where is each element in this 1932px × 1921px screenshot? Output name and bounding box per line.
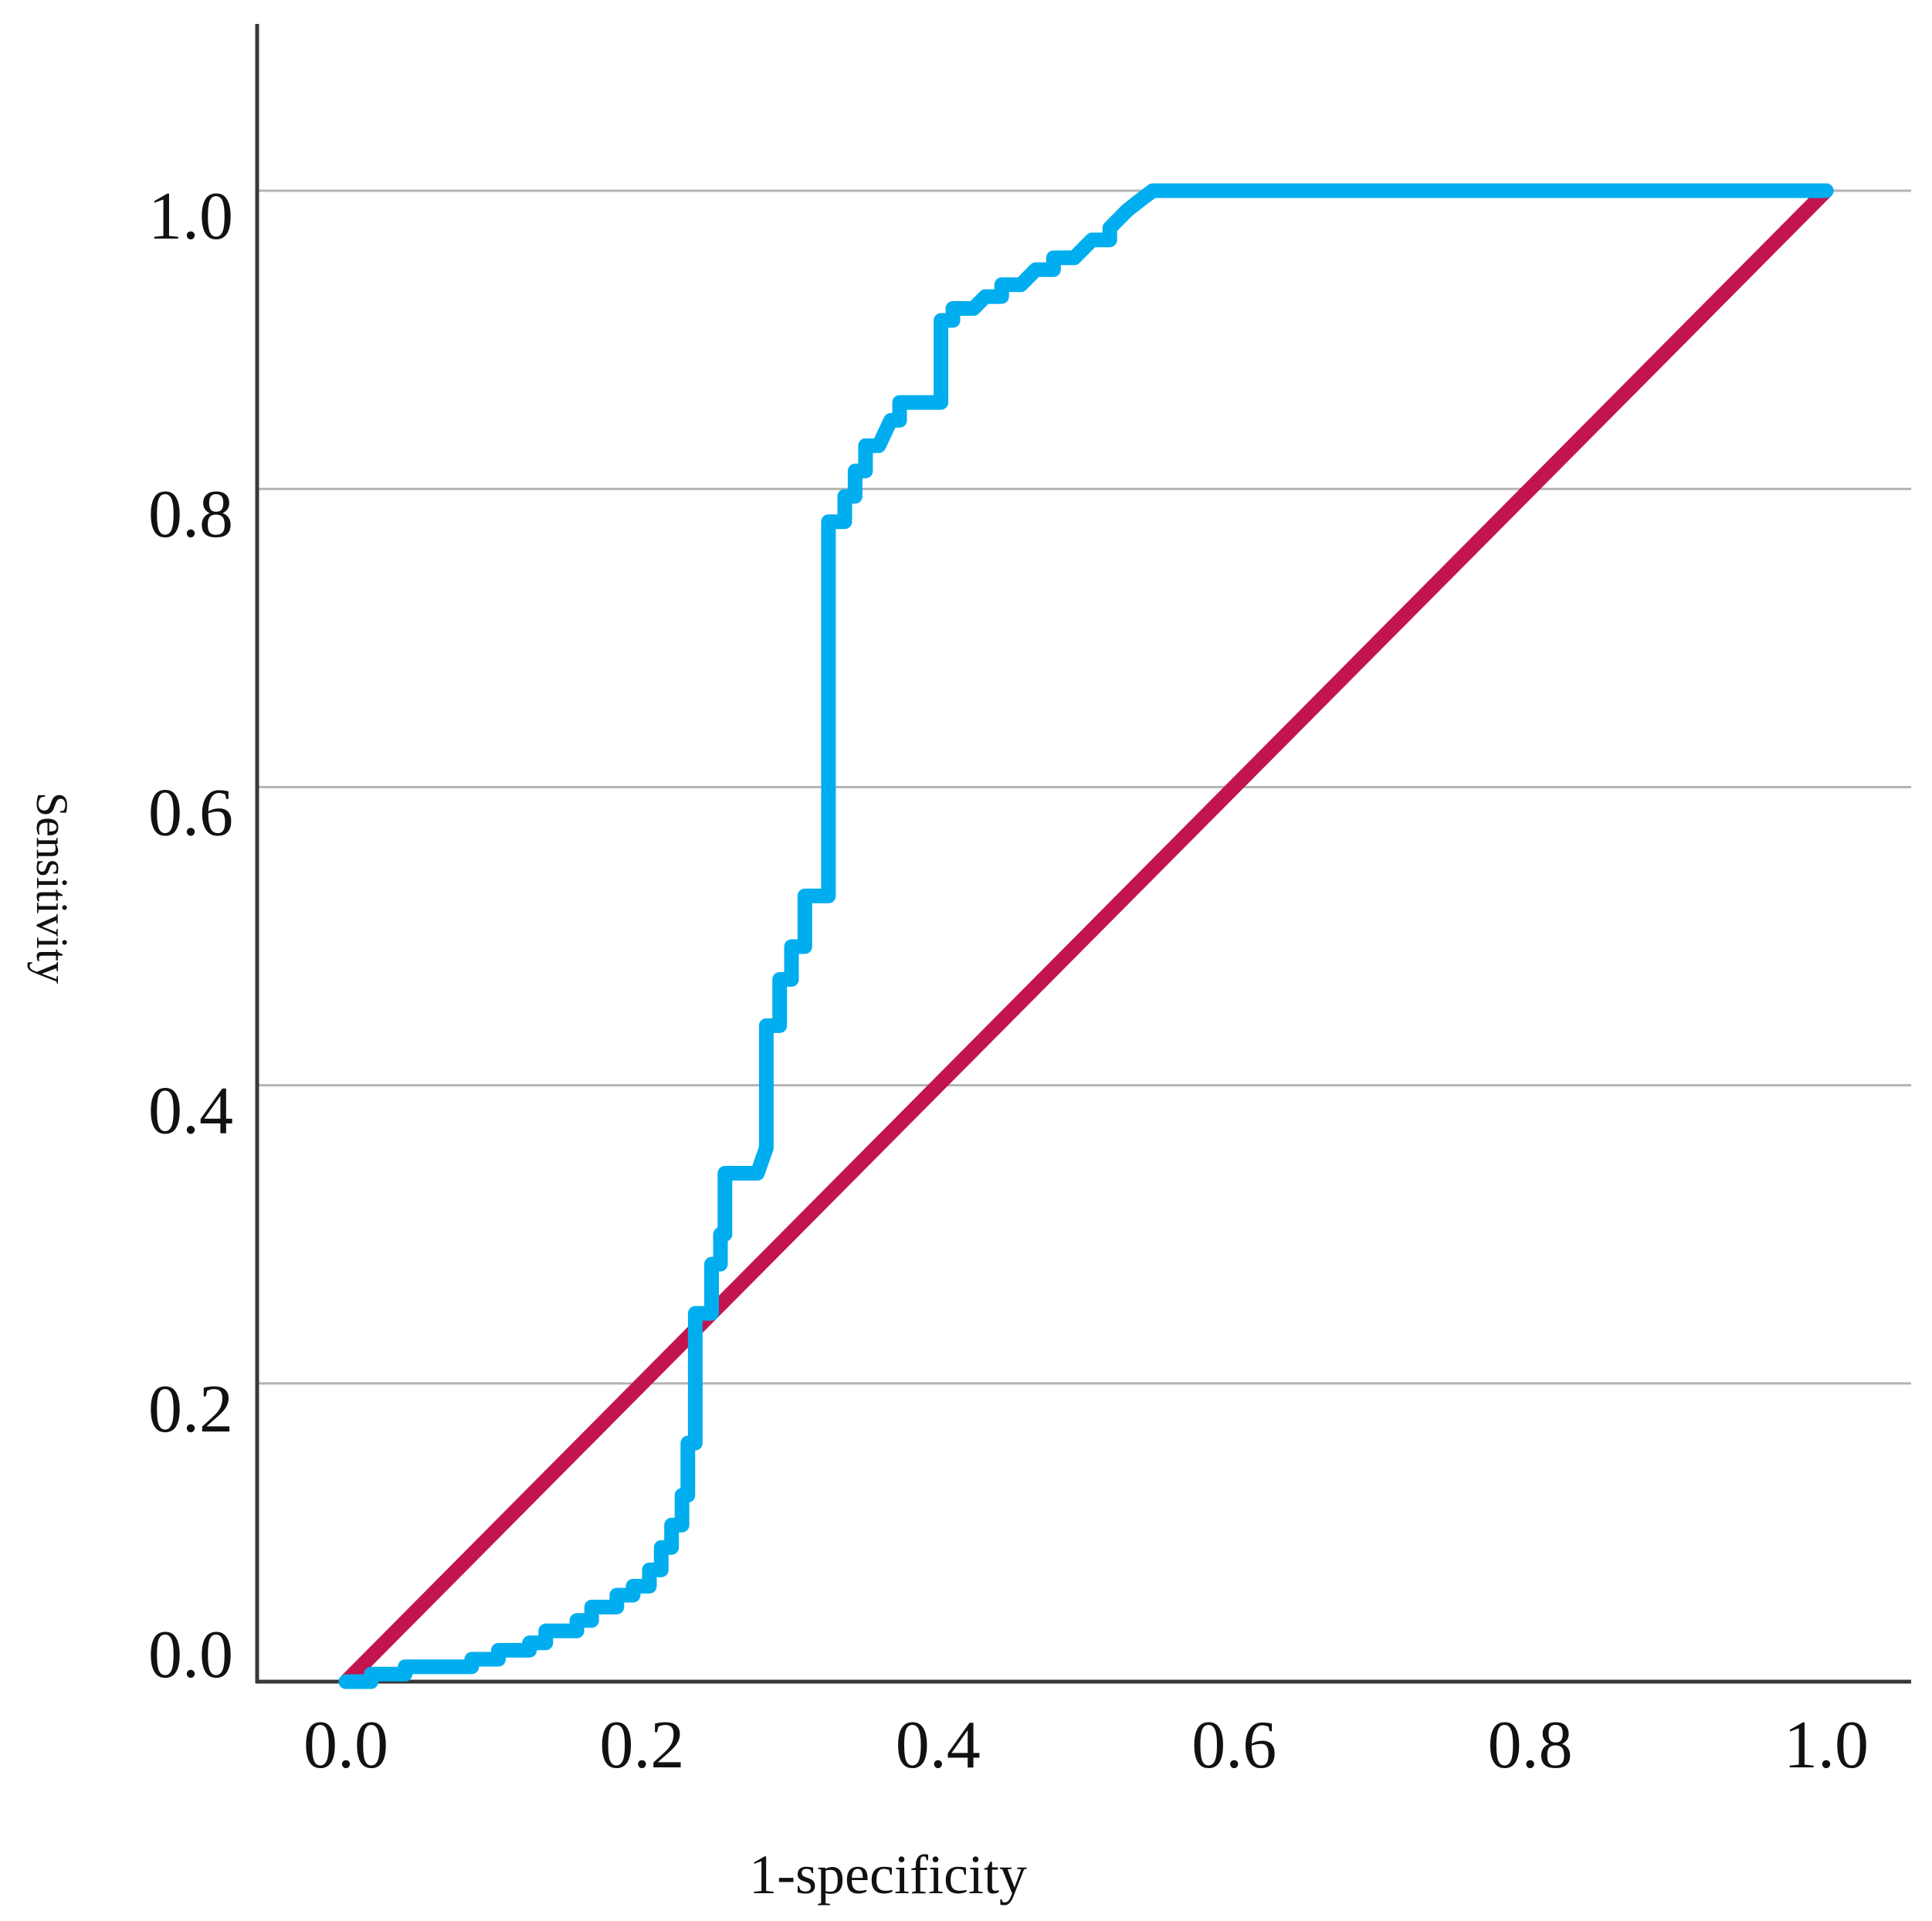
y-tick-label-0.2: 0.2: [148, 1372, 233, 1447]
x-axis-title: 1-specificity: [749, 1844, 1027, 1906]
x-tick-label-0.0: 0.0: [303, 1708, 388, 1783]
x-tick-label-0.8: 0.8: [1488, 1708, 1573, 1783]
y-tick-label-0.8: 0.8: [148, 477, 233, 552]
x-tick-label-1.0: 1.0: [1784, 1708, 1869, 1783]
x-tick-label-0.6: 0.6: [1191, 1708, 1276, 1783]
x-tick-label-0.2: 0.2: [599, 1708, 684, 1783]
reference-diagonal-line: [338, 183, 1834, 1689]
x-tick-label-0.4: 0.4: [896, 1708, 981, 1783]
y-axis-title: Sensitivity: [27, 792, 77, 984]
series-lines: [338, 183, 1834, 1689]
y-tick-label-0.6: 0.6: [148, 775, 233, 850]
axes: [255, 24, 1911, 1684]
y-tick-label-0.0: 0.0: [148, 1618, 233, 1692]
roc-curve-line: [338, 183, 1834, 1689]
y-tick-label-0.4: 0.4: [148, 1074, 233, 1149]
gridlines: [257, 189, 1911, 1385]
tick-labels: 0.0 0.2 0.4 0.6 0.8 1.0 1.0 0.8 0.6 0.4 0.2 0.0: [148, 179, 1869, 1783]
y-tick-label-1.0: 1.0: [148, 179, 233, 254]
